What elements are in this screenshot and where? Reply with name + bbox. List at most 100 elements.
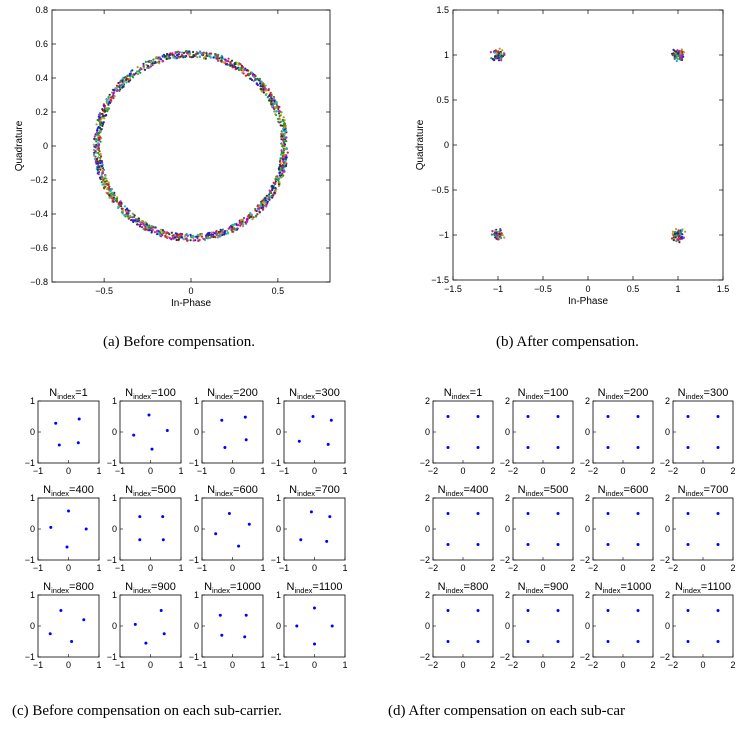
constellation-point [556, 609, 560, 612]
scatter-point [277, 178, 280, 181]
scatter-point [223, 231, 226, 234]
scatter-point [214, 236, 217, 239]
scatter-point [146, 64, 150, 67]
scatter-point [249, 212, 252, 215]
scatter-point [279, 162, 282, 165]
scatter-point [172, 234, 175, 237]
scatter-point [274, 180, 277, 183]
scatter-point [274, 187, 277, 190]
y-tick-label: 0 [665, 427, 670, 437]
x-tick-label: 0 [188, 286, 193, 296]
constellation-point [686, 446, 690, 449]
scatter-point [234, 65, 237, 69]
scatter-point [95, 131, 98, 134]
y-tick-label: −1 [25, 555, 35, 565]
scatter-point [103, 114, 106, 117]
constellation-point [223, 446, 227, 449]
subplot-title: Nindex=500 [125, 484, 176, 498]
scatter-point [142, 66, 145, 69]
scatter-point [110, 188, 113, 191]
scatter-point [675, 54, 678, 57]
y-tick-label: −2 [580, 458, 590, 468]
scatter-point [94, 150, 97, 153]
y-tick-label: 0 [112, 427, 117, 437]
scatter-point [285, 136, 288, 139]
scatter-point [97, 133, 100, 136]
scatter-point [92, 143, 95, 146]
x-tick-label: −1 [115, 563, 125, 573]
constellation-point [295, 624, 299, 628]
scatter-point [671, 232, 674, 235]
scatter-point [160, 233, 164, 236]
scatter-point [174, 57, 177, 60]
scatter-point [214, 53, 217, 56]
scatter-point [121, 209, 124, 212]
scatter-point [148, 224, 151, 227]
constellation-point [218, 613, 222, 617]
scatter-point [111, 191, 114, 194]
scatter-point [681, 233, 684, 236]
y-tick-label: 1 [30, 396, 35, 406]
scatter-point [242, 216, 246, 220]
scatter-point [92, 148, 96, 151]
y-tick-label: 2 [425, 396, 430, 406]
x-tick-label: −2 [508, 466, 518, 476]
scatter-point [149, 226, 152, 229]
scatter-point [100, 117, 103, 120]
scatter-point [258, 211, 261, 214]
x-tick-label: 2 [730, 660, 735, 670]
scatter-point [168, 236, 171, 239]
y-tick-label: −1 [25, 652, 35, 662]
x-tick-label: 2 [730, 466, 735, 476]
y-tick-label: −2 [660, 458, 670, 468]
scatter-point [281, 172, 284, 175]
y-tick-label: 2 [585, 590, 590, 600]
x-tick-label: −1 [279, 660, 289, 670]
scatter-point [278, 171, 281, 174]
scatter-point [93, 145, 96, 148]
constellation-point [299, 538, 303, 542]
scatter-point [161, 229, 164, 232]
scatter-point [489, 51, 492, 54]
scatter-point [105, 98, 108, 101]
y-tick-label: 1 [276, 493, 281, 503]
scatter-point [169, 52, 172, 55]
scatter-point [203, 56, 206, 60]
scatter-point [251, 71, 254, 74]
y-tick-label: 2 [665, 590, 670, 600]
scatter-point [107, 103, 110, 106]
scatter-point [178, 51, 181, 54]
scatter-point [133, 214, 136, 217]
subplot-box [201, 497, 264, 561]
scatter-point [209, 56, 212, 59]
scatter-point [239, 224, 242, 227]
scatter-point [215, 233, 218, 236]
constellation-point [144, 641, 148, 645]
scatter-point [125, 214, 128, 217]
subplot-title: Nindex=1000 [595, 581, 652, 595]
scatter-point [675, 239, 678, 242]
scatter-point [227, 227, 230, 230]
scatter-point [93, 154, 96, 157]
scatter-point [258, 82, 262, 85]
scatter-point [222, 57, 225, 60]
scatter-point [256, 204, 259, 207]
scatter-point [95, 123, 98, 126]
constellation-point [70, 640, 74, 643]
scatter-point [220, 232, 223, 235]
scatter-point [280, 135, 283, 138]
scatter-point [103, 109, 106, 112]
scatter-point [98, 126, 102, 130]
scatter-point [130, 219, 133, 222]
scatter-point [283, 126, 286, 129]
scatter-point [105, 180, 108, 183]
constellation-point [330, 624, 334, 628]
scatter-point [121, 77, 125, 80]
scatter-point [210, 52, 213, 55]
scatter-point [245, 222, 248, 225]
scatter-point [102, 103, 105, 106]
scatter-point [283, 153, 286, 156]
scatter-point [112, 198, 115, 201]
scatter-point [215, 229, 218, 233]
scatter-point [132, 220, 135, 224]
